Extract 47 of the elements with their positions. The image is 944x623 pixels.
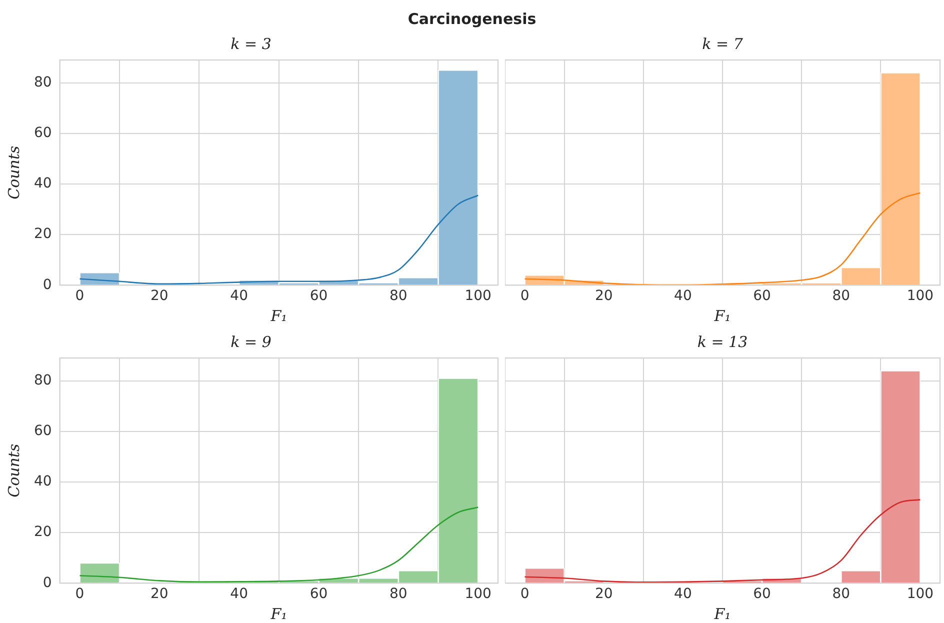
- x-axis-title: F₁: [270, 306, 288, 325]
- x-tick-label: 0: [520, 288, 530, 304]
- x-tick-label: 80: [390, 288, 408, 304]
- y-axis-title: Counts: [4, 146, 23, 200]
- x-axis-title: F₁: [270, 604, 288, 623]
- x-tick-label: 80: [832, 586, 850, 602]
- chart-title: Carcinogenesis: [406, 10, 538, 28]
- x-tick-label: 20: [150, 586, 168, 602]
- x-tick-label: 80: [390, 586, 408, 602]
- x-tick-label: 40: [674, 288, 692, 304]
- y-axis-title: Counts: [4, 444, 23, 498]
- y-tick-label: 40: [34, 176, 52, 192]
- y-tick-label: 20: [34, 226, 52, 242]
- x-tick-label: 60: [753, 288, 771, 304]
- x-tick-label: 60: [310, 288, 328, 304]
- x-tick-label: 40: [674, 586, 692, 602]
- line-series: [79, 506, 479, 583]
- x-tick-label: 100: [906, 586, 934, 602]
- x-tick-label: 60: [753, 586, 771, 602]
- x-tick-label: 0: [75, 288, 84, 304]
- x-tick-label: 40: [230, 586, 248, 602]
- x-tick-label: 20: [594, 586, 613, 602]
- chart-subtitle: k = 3: [230, 34, 272, 53]
- chart-subtitle: k = 13: [697, 332, 748, 351]
- x-tick-label: 0: [75, 586, 84, 602]
- chart-subtitle: k = 7: [702, 34, 744, 53]
- y-tick-label: 0: [42, 276, 52, 293]
- x-tick-label: 20: [594, 288, 613, 304]
- y-tick-label: 60: [34, 423, 52, 440]
- x-tick-label: 60: [310, 586, 328, 602]
- y-tick-label: 40: [34, 474, 52, 490]
- x-tick-label: 100: [906, 288, 934, 304]
- x-tick-label: 100: [464, 586, 492, 602]
- y-tick-label: 20: [34, 524, 52, 540]
- x-axis-title: F₁: [713, 306, 731, 325]
- line-series: [79, 194, 479, 285]
- x-tick-label: 80: [832, 288, 850, 304]
- x-tick-label: 40: [230, 288, 248, 304]
- y-tick-label: 60: [34, 125, 52, 142]
- x-tick-label: 0: [520, 586, 530, 602]
- x-tick-label: 20: [150, 288, 168, 304]
- y-tick-label: 0: [42, 574, 52, 591]
- y-tick-label: 80: [34, 74, 52, 90]
- y-tick-label: 80: [34, 372, 52, 388]
- x-axis-title: F₁: [713, 604, 731, 623]
- chart-subtitle: k = 9: [230, 332, 272, 351]
- x-tick-label: 100: [464, 288, 492, 304]
